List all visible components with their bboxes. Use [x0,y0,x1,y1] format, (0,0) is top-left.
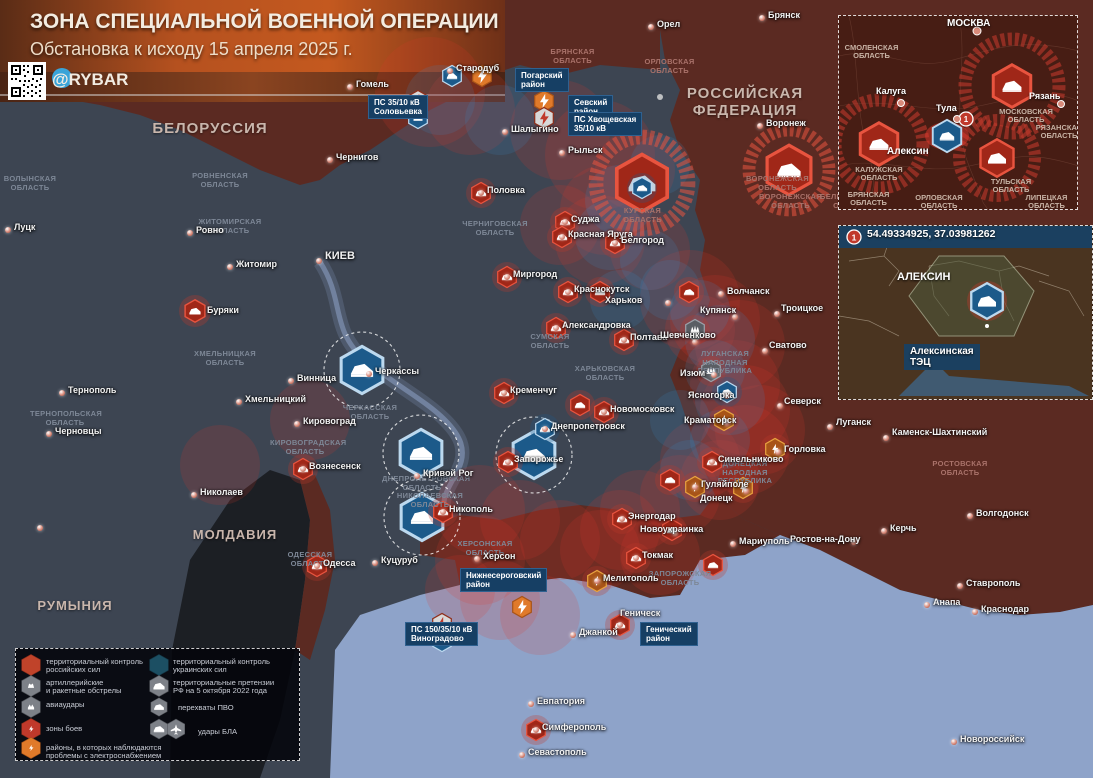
svg-text:1: 1 [964,115,969,124]
svg-text:1: 1 [852,233,857,243]
